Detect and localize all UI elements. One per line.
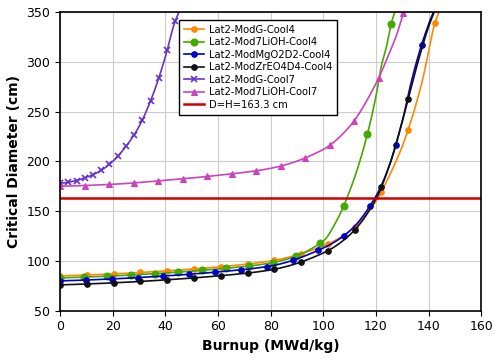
Lat2-Mod7LiOH-Cool4: [57, 276, 63, 280]
Lat2-ModZrEO4D4-Cool4: [413, 67, 419, 72]
Lat2-ModZrEO4D4-Cool4: [385, 167, 391, 171]
Lat2-ModZrEO4D4-Cool4: [283, 265, 289, 269]
Lat2-ModG-Cool4: [418, 85, 424, 90]
Lat2-ModG-Cool4: [116, 271, 122, 276]
Lat2-ModG-Cool7: [174, 15, 180, 19]
Lat2-Mod7LiOH-Cool7: [384, 56, 390, 60]
Lat2-Mod7LiOH-Cool4: [392, 11, 398, 15]
Lat2-Mod7LiOH-Cool4: [58, 276, 64, 280]
Lat2-ModG-Cool7: [123, 144, 129, 149]
Lat2-ModZrEO4D4-Cool4: [360, 219, 366, 223]
Lat2-ModMgO2D2-Cool4: [140, 275, 146, 279]
Line: Lat2-ModMgO2D2-Cool4: Lat2-ModMgO2D2-Cool4: [58, 10, 436, 284]
Lat2-ModG-Cool7: [57, 181, 63, 185]
Line: Lat2-Mod7LiOH-Cool4: Lat2-Mod7LiOH-Cool4: [56, 10, 398, 282]
Lat2-ModG-Cool7: [176, 10, 182, 14]
D=H=163.3 cm: [57, 196, 63, 200]
Lat2-ModMgO2D2-Cool4: [176, 273, 182, 277]
Lat2-ModZrEO4D4-Cool4: [356, 224, 362, 228]
Lat2-Mod7LiOH-Cool7: [196, 175, 202, 179]
Line: Lat2-ModG-Cool7: Lat2-ModG-Cool7: [56, 9, 182, 187]
Lat2-ModMgO2D2-Cool4: [368, 202, 374, 207]
Lat2-ModG-Cool4: [283, 256, 289, 260]
Lat2-ModMgO2D2-Cool4: [57, 279, 63, 283]
Lat2-ModG-Cool4: [436, 10, 442, 15]
Lat2-ModG-Cool4: [251, 261, 257, 265]
Lat2-Mod7LiOH-Cool4: [228, 266, 234, 270]
Lat2-Mod7LiOH-Cool7: [130, 181, 136, 185]
Lat2-ModZrEO4D4-Cool4: [431, 10, 437, 14]
Lat2-ModMgO2D2-Cool4: [299, 255, 305, 259]
Lat2-Mod7LiOH-Cool7: [152, 179, 158, 183]
Lat2-ModG-Cool4: [57, 274, 63, 278]
Lat2-ModG-Cool4: [58, 274, 64, 278]
Lat2-Mod7LiOH-Cool7: [57, 184, 63, 188]
X-axis label: Burnup (MWd/kg): Burnup (MWd/kg): [202, 339, 340, 353]
Line: Lat2-ModZrEO4D4-Cool4: Lat2-ModZrEO4D4-Cool4: [58, 10, 437, 288]
Lat2-Mod7LiOH-Cool7: [194, 175, 200, 180]
Lat2-Mod7LiOH-Cool4: [110, 274, 116, 278]
Line: Lat2-Mod7LiOH-Cool7: Lat2-Mod7LiOH-Cool7: [56, 10, 407, 190]
Lat2-Mod7LiOH-Cool4: [376, 80, 382, 85]
Lat2-ModMgO2D2-Cool4: [430, 11, 436, 15]
D=H=163.3 cm: [60, 196, 66, 200]
Lat2-ModG-Cool7: [134, 129, 140, 133]
Lat2-Mod7LiOH-Cool4: [256, 262, 262, 267]
Y-axis label: Critical Diameter (cm): Critical Diameter (cm): [7, 75, 21, 248]
Lat2-ModG-Cool7: [84, 175, 89, 179]
Line: Lat2-ModG-Cool4: Lat2-ModG-Cool4: [58, 10, 442, 279]
Lat2-ModMgO2D2-Cool4: [407, 84, 413, 89]
Lat2-ModZrEO4D4-Cool4: [57, 283, 63, 287]
Lat2-Mod7LiOH-Cool7: [352, 118, 358, 123]
Lat2-ModG-Cool7: [166, 39, 172, 44]
Lat2-Mod7LiOH-Cool4: [97, 274, 103, 279]
Legend: Lat2-ModG-Cool4, Lat2-Mod7LiOH-Cool4, Lat2-ModMgO2D2-Cool4, Lat2-ModZrEO4D4-Cool: Lat2-ModG-Cool4, Lat2-Mod7LiOH-Cool4, La…: [179, 20, 337, 115]
Lat2-ModMgO2D2-Cool4: [384, 169, 390, 174]
Lat2-ModZrEO4D4-Cool4: [280, 265, 286, 270]
Lat2-ModG-Cool4: [102, 272, 108, 276]
Lat2-Mod7LiOH-Cool7: [400, 11, 406, 15]
Lat2-ModG-Cool7: [104, 164, 110, 168]
